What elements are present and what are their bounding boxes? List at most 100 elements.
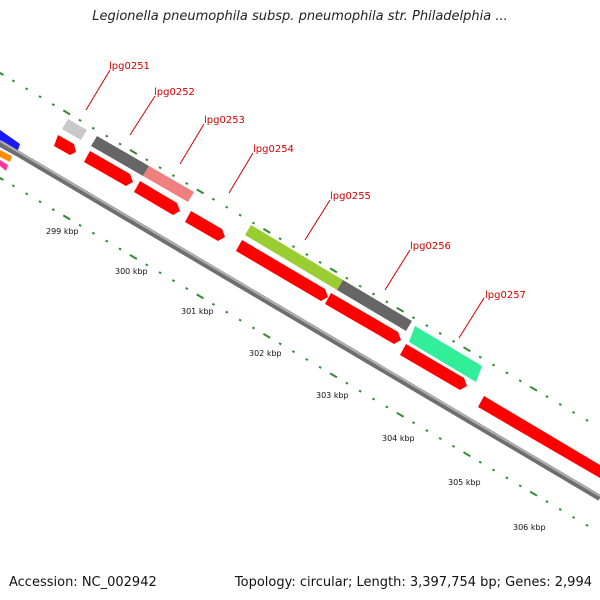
- outer-strand-genes[interactable]: [62, 119, 482, 382]
- major-tick: [529, 385, 538, 392]
- major-tick: [529, 490, 538, 497]
- cds-arrow[interactable]: [185, 211, 225, 241]
- minor-tick: [518, 379, 522, 383]
- gene-lpg0255-block[interactable]: [245, 225, 343, 290]
- major-tick: [262, 332, 271, 339]
- minor-tick: [412, 316, 416, 320]
- gene-label: lpg0254: [253, 144, 294, 155]
- minor-tick: [291, 350, 296, 354]
- accession-label: Accession: NC_002942: [9, 575, 157, 590]
- minor-tick: [158, 166, 162, 170]
- minor-tick: [291, 245, 296, 249]
- gene-orange-partial: [0, 150, 12, 162]
- gene-lpg0257-block[interactable]: [409, 326, 482, 382]
- minor-tick: [118, 142, 122, 146]
- major-tick: [396, 306, 405, 313]
- cds-arrow[interactable]: [84, 151, 133, 186]
- gene-label: lpg0256: [410, 241, 451, 252]
- minor-tick: [572, 515, 576, 519]
- cds-arrow[interactable]: [54, 135, 76, 155]
- minor-tick: [545, 500, 549, 504]
- minor-tick: [545, 395, 549, 399]
- minor-tick: [358, 284, 362, 288]
- gene-pink-partial: [0, 160, 8, 171]
- cds-arrow[interactable]: [236, 240, 328, 301]
- major-tick: [62, 214, 71, 221]
- minor-tick: [211, 302, 215, 306]
- kbp-labels: 299 kbp 300 kbp 301 kbp 302 kbp 303 kbp …: [46, 227, 546, 532]
- minor-tick: [51, 103, 55, 107]
- minor-tick: [278, 237, 282, 241]
- minor-tick: [145, 158, 149, 162]
- major-tick: [262, 227, 271, 234]
- minor-tick: [318, 365, 322, 369]
- major-tick: [0, 176, 4, 181]
- gene-label: lpg0252: [154, 87, 195, 98]
- minor-tick: [225, 310, 229, 314]
- kbp-label: 299 kbp: [46, 227, 79, 236]
- kbp-label: 302 kbp: [249, 349, 282, 358]
- minor-tick: [78, 118, 82, 122]
- minor-tick: [211, 197, 215, 201]
- cds-arrow[interactable]: [400, 344, 467, 390]
- gene-label-leaders: [85, 69, 485, 339]
- minor-tick: [478, 460, 482, 464]
- minor-tick: [185, 182, 189, 185]
- inner-strand-genes[interactable]: [54, 135, 600, 478]
- major-tick: [129, 254, 138, 260]
- inner-tick-ring: [0, 176, 589, 527]
- minor-tick: [518, 484, 522, 488]
- minor-tick: [38, 95, 42, 99]
- minor-tick: [105, 134, 109, 138]
- minor-tick: [372, 397, 376, 401]
- minor-tick: [11, 184, 15, 188]
- minor-tick: [238, 318, 242, 322]
- minor-tick: [492, 468, 496, 472]
- minor-tick: [171, 174, 175, 178]
- gene-lpg0256-block[interactable]: [337, 280, 412, 331]
- major-tick: [462, 346, 471, 353]
- minor-tick: [358, 389, 362, 393]
- minor-tick: [438, 437, 442, 440]
- minor-tick: [385, 300, 389, 304]
- kbp-label: 306 kbp: [513, 523, 546, 532]
- minor-tick: [25, 87, 29, 91]
- gene-lpg0252-block[interactable]: [91, 136, 149, 176]
- major-tick: [196, 293, 205, 300]
- gene-lpg0253-block[interactable]: [143, 166, 194, 202]
- minor-tick: [25, 192, 29, 196]
- minor-tick: [91, 231, 95, 235]
- gene-label: lpg0251: [109, 61, 150, 72]
- minor-tick: [11, 79, 15, 83]
- minor-tick: [451, 444, 456, 448]
- minor-tick: [305, 253, 309, 256]
- gene-lpg0251-block[interactable]: [62, 119, 87, 140]
- minor-tick: [425, 324, 429, 328]
- minor-tick: [385, 405, 389, 409]
- topology-summary: Topology: circular; Length: 3,397,754 bp…: [234, 575, 592, 590]
- kbp-label: 303 kbp: [316, 391, 349, 400]
- minor-tick: [438, 332, 442, 335]
- minor-tick: [585, 418, 589, 422]
- minor-tick: [505, 371, 509, 375]
- minor-tick: [505, 476, 509, 480]
- cds-arrow[interactable]: [134, 181, 180, 215]
- backbone: [0, 140, 600, 501]
- kbp-label: 300 kbp: [115, 267, 148, 276]
- minor-tick: [558, 403, 562, 406]
- minor-tick: [91, 126, 95, 130]
- minor-tick: [278, 342, 282, 346]
- minor-tick: [38, 200, 42, 204]
- cds-arrow[interactable]: [325, 293, 401, 344]
- minor-tick: [238, 213, 242, 217]
- major-tick: [329, 372, 338, 379]
- major-tick: [196, 188, 205, 195]
- minor-tick: [145, 263, 149, 267]
- minor-tick: [345, 381, 349, 385]
- minor-tick: [572, 410, 576, 414]
- cds-arrow[interactable]: [478, 396, 600, 478]
- kbp-label: 305 kbp: [448, 478, 481, 487]
- outer-tick-ring: [0, 71, 589, 422]
